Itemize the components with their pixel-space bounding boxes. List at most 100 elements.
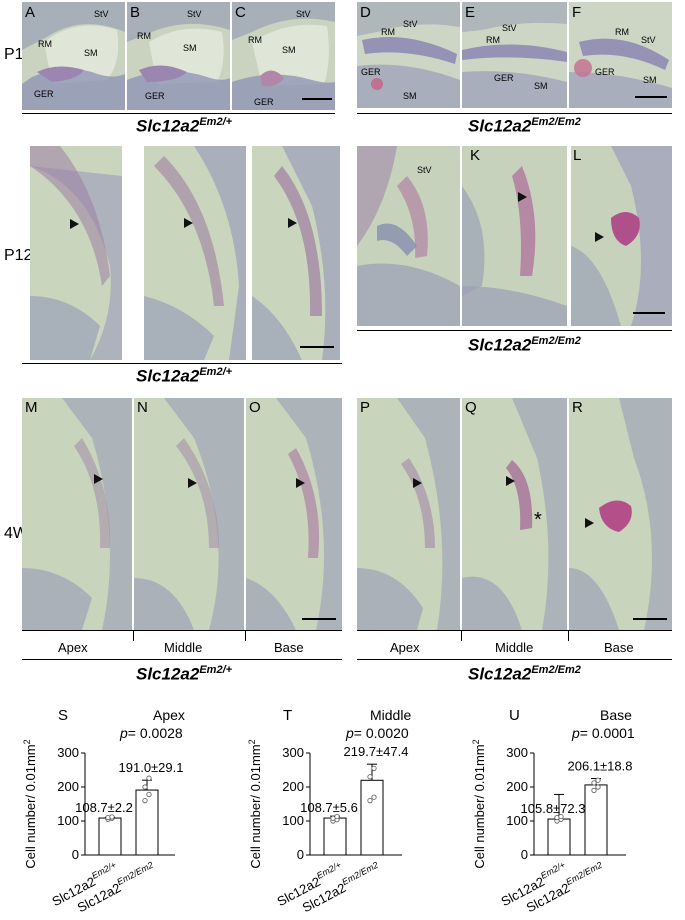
label-sm: SM <box>534 81 548 91</box>
arrowhead-icon <box>518 192 527 202</box>
bar <box>360 779 384 856</box>
region-divider <box>133 631 134 641</box>
chart-title-middle: Middle <box>370 707 412 723</box>
panel-c-image: C StV RM SM GER <box>232 2 335 110</box>
chart-title-apex: Apex <box>153 707 185 723</box>
y-tick-label: 100 <box>57 813 79 828</box>
y-tick-label: 200 <box>282 779 304 794</box>
arrowhead-icon <box>413 478 422 488</box>
genotype-line <box>22 659 342 660</box>
label-ger: GER <box>494 73 514 83</box>
bar-value-label: 191.0±29.1 <box>119 760 184 775</box>
arrowhead-icon <box>94 474 103 484</box>
panel-letter-m: M <box>25 399 38 416</box>
panel-letter-k: K <box>470 147 481 164</box>
panel-o-image: O <box>246 398 342 630</box>
panel-l-image: L <box>571 146 672 326</box>
label-stv: StV <box>94 9 109 19</box>
label-sm: SM <box>183 43 197 53</box>
panel-letter-c: C <box>235 4 246 21</box>
panel-b-image: B StV RM SM GER <box>127 2 230 110</box>
data-point <box>595 777 601 783</box>
label-rm: RM <box>615 27 629 37</box>
region-line <box>357 630 672 631</box>
label-sm: SM <box>403 91 417 101</box>
genotype-line <box>22 363 342 364</box>
arrowhead-icon <box>595 232 604 242</box>
data-point <box>146 791 152 798</box>
arrowhead-icon <box>70 219 79 229</box>
panel-letter-n: N <box>137 399 148 416</box>
bar <box>547 818 571 856</box>
chart-pvalue: p= 0.0020 <box>346 725 409 741</box>
panel-n-image: N <box>134 398 244 630</box>
label-stv: StV <box>417 165 432 175</box>
label-stv: StV <box>403 19 418 29</box>
panel-h-image: H <box>144 146 246 360</box>
region-label-apex: Apex <box>390 640 420 655</box>
label-ger: GER <box>34 89 54 99</box>
chart-letter-t: T <box>283 707 293 724</box>
scale-bar <box>300 346 334 348</box>
row-label-p1: P1 <box>4 46 24 63</box>
chart-pvalue: p= 0.0028 <box>120 725 183 741</box>
asterisk-marker: * <box>534 509 542 531</box>
region-label-middle: Middle <box>164 640 203 655</box>
y-tick-label: 300 <box>57 745 79 760</box>
region-divider <box>568 631 569 641</box>
panel-r-image: R <box>569 398 672 630</box>
region-line <box>22 630 342 631</box>
bar-value-label: 108.7±5.6 <box>300 800 358 815</box>
panel-letter-b: B <box>130 4 141 21</box>
label-stv: StV <box>187 9 202 19</box>
arrowhead-icon <box>288 218 297 228</box>
data-point <box>591 787 597 794</box>
bar-value-label: 206.1±18.8 <box>568 759 633 774</box>
label-rm: RM <box>486 35 500 45</box>
bar-value-label: 108.7±2.2 <box>75 800 133 815</box>
data-point <box>142 784 148 790</box>
panel-letter-q: Q <box>465 399 477 416</box>
label-stv: StV <box>641 35 656 45</box>
label-rm: RM <box>137 31 151 41</box>
genotype-line <box>22 113 335 114</box>
genotype-line <box>357 330 672 331</box>
region-label-base: Base <box>604 640 634 655</box>
label-ger: GER <box>145 91 165 101</box>
data-point <box>146 775 152 781</box>
region-label-base: Base <box>274 640 304 655</box>
y-tick-label: 100 <box>282 813 304 828</box>
arrowhead-icon <box>184 218 193 228</box>
panel-letter-r: R <box>572 399 583 416</box>
label-stv: StV <box>502 23 517 33</box>
y-tick-label: 300 <box>282 745 304 760</box>
data-point <box>591 780 597 786</box>
panel-letter-d: D <box>360 4 371 21</box>
arrowhead-icon <box>296 478 305 488</box>
scale-bar <box>302 618 336 620</box>
panel-letter-a: A <box>25 4 36 21</box>
label-rm: RM <box>38 39 52 49</box>
label-sm: SM <box>643 75 657 85</box>
data-point <box>142 797 148 804</box>
data-point <box>371 794 377 800</box>
panel-m-image: M <box>22 398 132 630</box>
label-sm: SM <box>282 45 296 55</box>
arrowhead-icon <box>506 476 515 486</box>
genotype-line <box>357 113 672 114</box>
region-label-middle: Middle <box>495 640 534 655</box>
y-axis-label: Cell number/ 0.01mm2 <box>247 739 263 868</box>
label-ger: GER <box>361 67 381 77</box>
panel-k-image: K <box>462 146 567 326</box>
y-axis-label: Cell number/ 0.01mm2 <box>22 739 38 868</box>
panel-e-image: E StV RM GER SM <box>462 2 567 108</box>
genotype-label-het: Slc12a2Em2/+ <box>136 664 233 684</box>
y-tick-label: 200 <box>57 779 79 794</box>
region-label-apex: Apex <box>58 640 88 655</box>
genotype-label-hom: Slc12a2Em2/Em2 <box>468 664 581 684</box>
genotype-label-hom: Slc12a2Em2/Em2 <box>468 335 581 355</box>
row-label-p12: P12 <box>4 247 33 264</box>
genotype-label-het: Slc12a2Em2/+ <box>136 116 233 136</box>
y-tick-label: 300 <box>506 745 528 760</box>
arrowhead-icon <box>585 518 594 528</box>
